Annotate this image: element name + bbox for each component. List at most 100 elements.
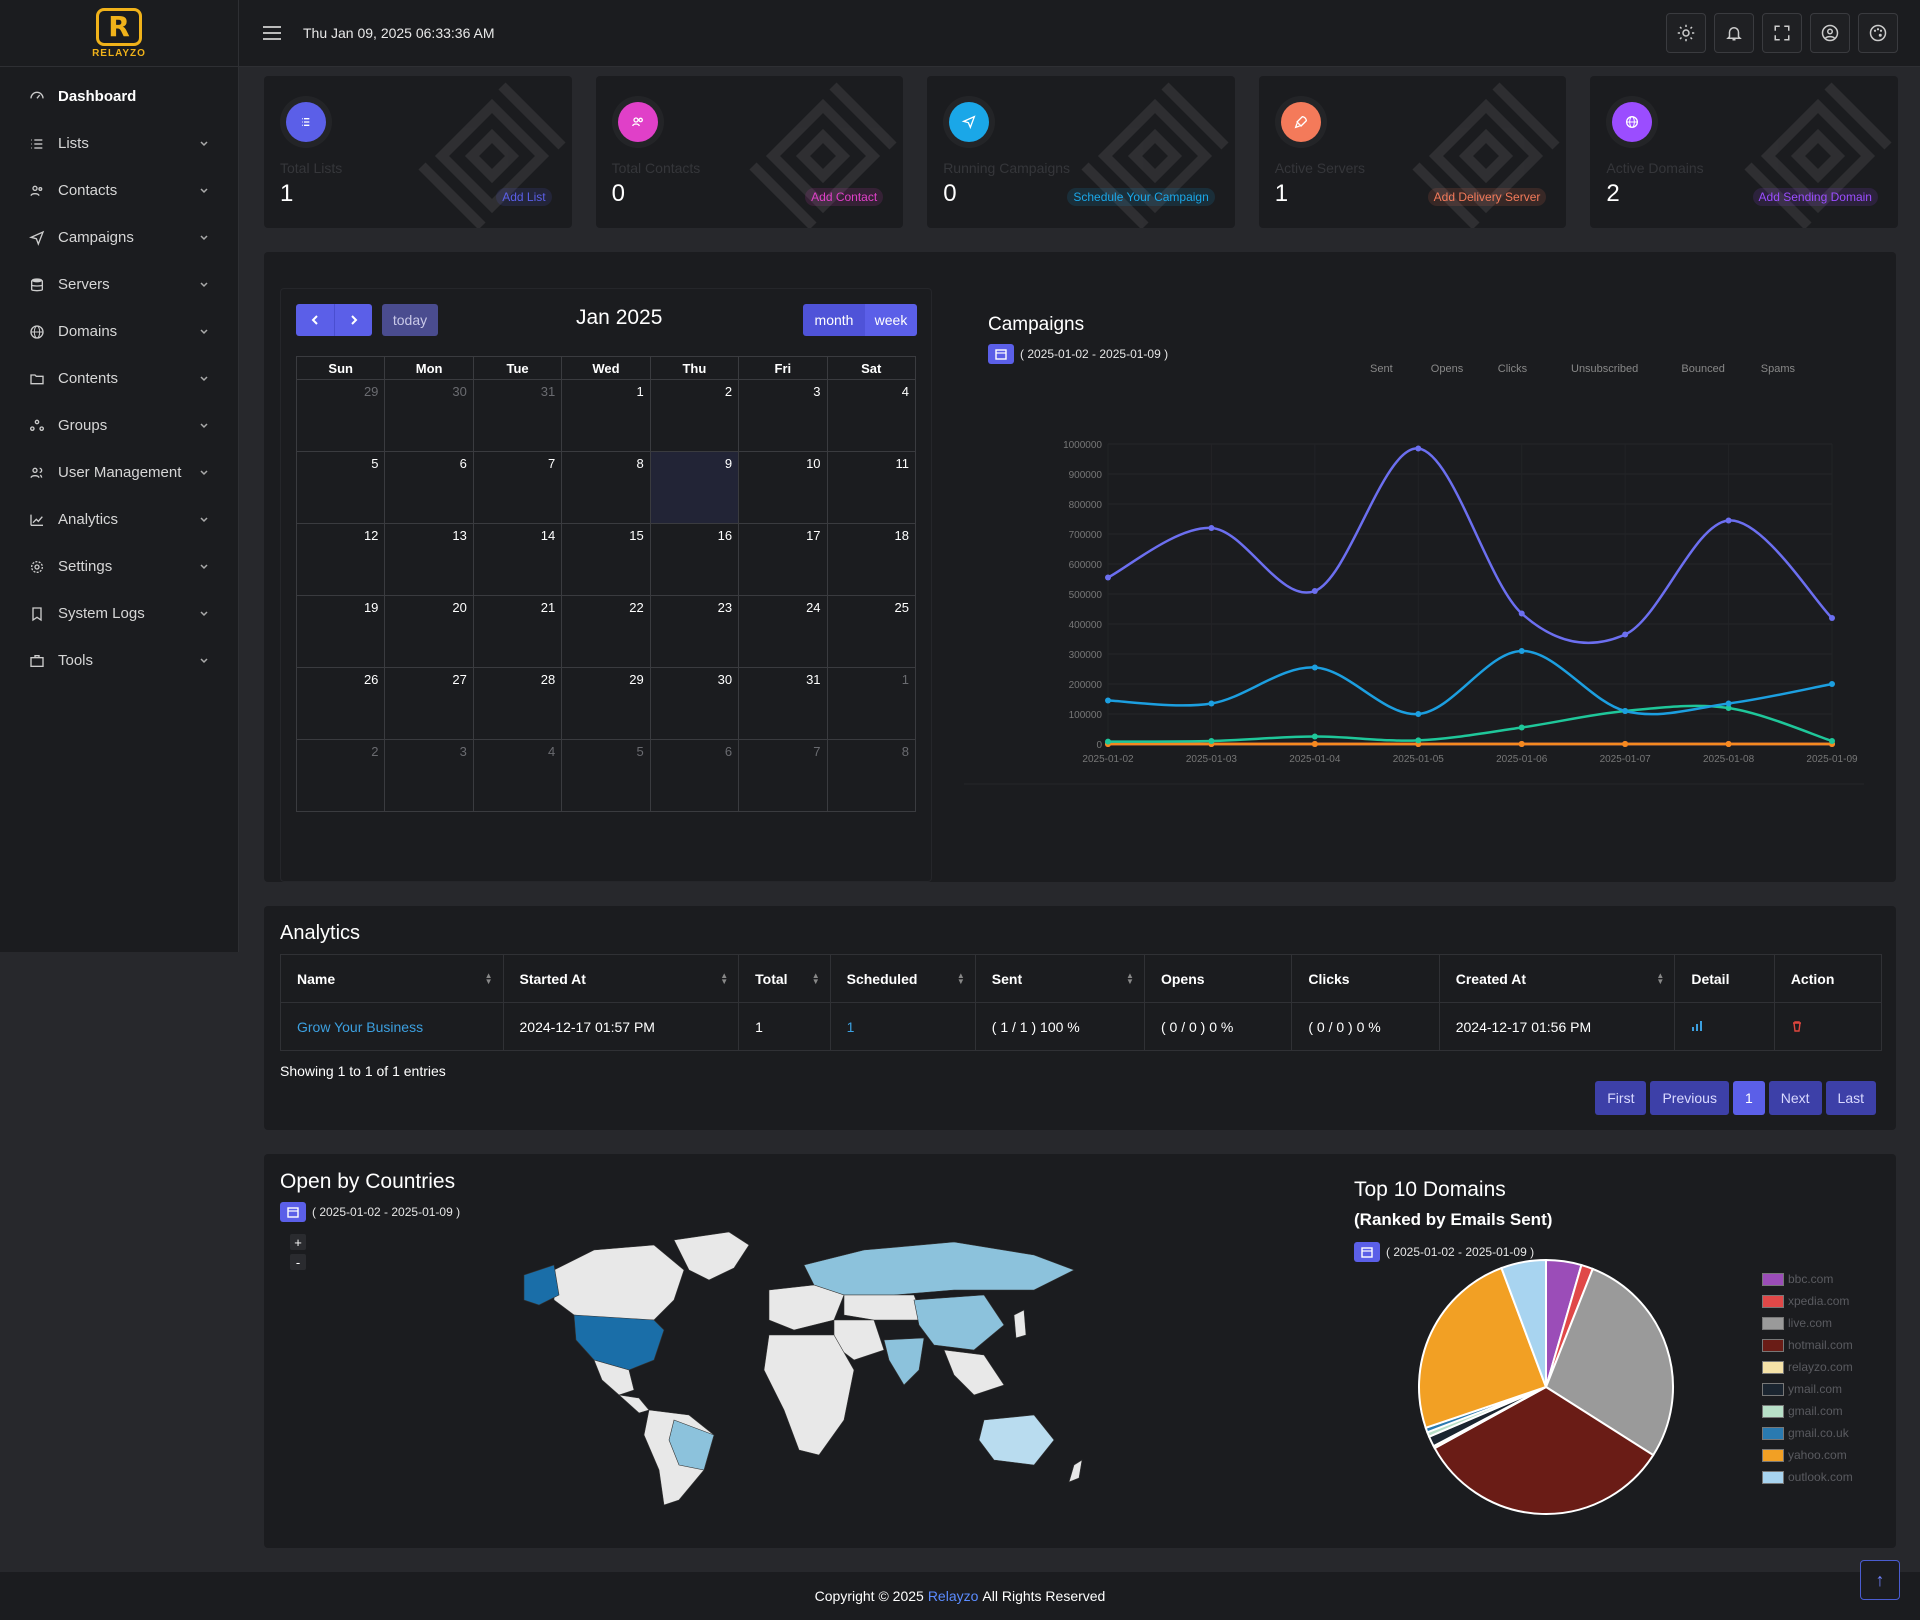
fullscreen-button[interactable] bbox=[1762, 13, 1802, 53]
calendar-day[interactable]: 4 bbox=[472, 739, 563, 812]
calendar-day[interactable]: 3 bbox=[738, 379, 828, 452]
bar-chart-icon[interactable] bbox=[1691, 1019, 1703, 1035]
calendar-day[interactable]: 19 bbox=[295, 595, 386, 668]
last-page-button[interactable]: Last bbox=[1825, 1081, 1876, 1115]
calendar-day[interactable]: 16 bbox=[649, 523, 740, 596]
map-date-range[interactable]: ( 2025-01-02 - 2025-01-09 ) bbox=[280, 1202, 460, 1222]
calendar-prev-button[interactable] bbox=[296, 304, 334, 336]
scheduled-link[interactable]: 1 bbox=[846, 1018, 855, 1035]
previous-page-button[interactable]: Previous bbox=[1650, 1081, 1729, 1115]
calendar-day[interactable]: 7 bbox=[472, 451, 563, 524]
calendar-day[interactable]: 11 bbox=[826, 451, 917, 524]
column-header-created-at[interactable]: Created At ▲ ▼ bbox=[1438, 954, 1676, 1003]
calendar-day[interactable]: 28 bbox=[472, 667, 563, 740]
calendar-day[interactable]: 13 bbox=[384, 523, 474, 596]
page-1-button[interactable]: 1 bbox=[1732, 1081, 1765, 1115]
column-header-name[interactable]: Name ▲ ▼ bbox=[280, 954, 504, 1003]
campaign-name-link[interactable]: Grow Your Business bbox=[297, 1018, 424, 1035]
calendar-day[interactable]: 8 bbox=[561, 451, 651, 524]
stat-action-link[interactable]: Schedule Your Campaign bbox=[1067, 188, 1215, 206]
legend-item[interactable]: yahoo.com bbox=[1762, 1444, 1853, 1466]
theme-palette-button[interactable] bbox=[1858, 13, 1898, 53]
calendar-day[interactable]: 25 bbox=[826, 595, 917, 668]
sidebar-item-groups[interactable]: Groups bbox=[0, 402, 238, 449]
footer-brand-link[interactable]: Relayzo bbox=[927, 1588, 979, 1604]
calendar-day[interactable]: 27 bbox=[384, 667, 474, 740]
pie-slice-live-com[interactable] bbox=[1544, 1267, 1674, 1457]
calendar-day[interactable]: 6 bbox=[649, 739, 740, 812]
calendar-day[interactable]: 29 bbox=[295, 379, 386, 452]
stat-action-link[interactable]: Add Contact bbox=[805, 188, 884, 206]
stat-action-link[interactable]: Add Sending Domain bbox=[1752, 188, 1878, 206]
calendar-week-button[interactable]: week bbox=[865, 304, 917, 336]
theme-toggle-button[interactable] bbox=[1666, 13, 1706, 53]
calendar-month-button[interactable]: month bbox=[803, 304, 865, 336]
calendar-day[interactable]: 2 bbox=[649, 379, 740, 452]
calendar-day[interactable]: 5 bbox=[295, 451, 386, 524]
notifications-button[interactable] bbox=[1714, 13, 1754, 53]
sidebar-item-system-logs[interactable]: System Logs bbox=[0, 590, 238, 637]
calendar-day[interactable]: 6 bbox=[384, 451, 474, 524]
calendar-day[interactable]: 8 bbox=[826, 739, 917, 812]
legend-item[interactable]: hotmail.com bbox=[1762, 1334, 1853, 1356]
calendar-day[interactable]: 22 bbox=[561, 595, 651, 668]
pie-slice-outlook-com[interactable] bbox=[1500, 1258, 1547, 1388]
legend-item[interactable]: gmail.com bbox=[1762, 1400, 1853, 1422]
calendar-day[interactable]: 15 bbox=[561, 523, 651, 596]
menu-toggle-icon[interactable] bbox=[263, 26, 281, 40]
calendar-day[interactable]: 30 bbox=[384, 379, 474, 452]
calendar-day[interactable]: 1 bbox=[561, 379, 651, 452]
calendar-day[interactable]: 31 bbox=[472, 379, 563, 452]
trash-icon[interactable] bbox=[1791, 1019, 1803, 1035]
calendar-day[interactable]: 3 bbox=[384, 739, 474, 812]
legend-item[interactable]: live.com bbox=[1762, 1312, 1853, 1334]
map-zoom-out-button[interactable]: - bbox=[290, 1254, 306, 1270]
calendar-day[interactable]: 14 bbox=[472, 523, 563, 596]
calendar-day-today[interactable]: 9 bbox=[649, 451, 740, 524]
sidebar-item-dashboard[interactable]: Dashboard bbox=[0, 73, 238, 120]
first-page-button[interactable]: First bbox=[1595, 1081, 1647, 1115]
legend-item[interactable]: outlook.com bbox=[1762, 1466, 1853, 1488]
sidebar-item-domains[interactable]: Domains bbox=[0, 308, 238, 355]
calendar-day[interactable]: 17 bbox=[738, 523, 828, 596]
legend-item[interactable]: bbc.com bbox=[1762, 1268, 1853, 1290]
column-header-sent[interactable]: Sent ▲ ▼ bbox=[974, 954, 1145, 1003]
campaigns-date-range[interactable]: ( 2025-01-02 - 2025-01-09 ) bbox=[988, 344, 1168, 364]
scroll-to-top-button[interactable]: ↑ bbox=[1860, 1560, 1900, 1600]
calendar-day[interactable]: 23 bbox=[649, 595, 740, 668]
legend-item[interactable]: xpedia.com bbox=[1762, 1290, 1853, 1312]
pie-slice-yahoo-com[interactable] bbox=[1418, 1266, 1548, 1430]
calendar-day[interactable]: 1 bbox=[826, 667, 917, 740]
world-map[interactable] bbox=[514, 1220, 1114, 1520]
sidebar-item-lists[interactable]: Lists bbox=[0, 120, 238, 167]
legend-item[interactable]: ymail.com bbox=[1762, 1378, 1853, 1400]
column-header-scheduled[interactable]: Scheduled ▲ ▼ bbox=[829, 954, 976, 1003]
calendar-day[interactable]: 21 bbox=[472, 595, 563, 668]
calendar-day[interactable]: 10 bbox=[738, 451, 828, 524]
calendar-day[interactable]: 4 bbox=[826, 379, 917, 452]
sidebar-item-user-management[interactable]: User Management bbox=[0, 449, 238, 496]
brand-logo[interactable]: R RELAYZO bbox=[0, 0, 238, 67]
calendar-day[interactable]: 30 bbox=[649, 667, 740, 740]
sidebar-item-settings[interactable]: Settings bbox=[0, 543, 238, 590]
legend-item[interactable]: relayzo.com bbox=[1762, 1356, 1853, 1378]
sidebar-item-contacts[interactable]: Contacts bbox=[0, 167, 238, 214]
calendar-day[interactable]: 12 bbox=[295, 523, 386, 596]
next-page-button[interactable]: Next bbox=[1768, 1081, 1822, 1115]
calendar-next-button[interactable] bbox=[334, 304, 372, 336]
column-header-started-at[interactable]: Started At ▲ ▼ bbox=[502, 954, 740, 1003]
sidebar-item-servers[interactable]: Servers bbox=[0, 261, 238, 308]
calendar-day[interactable]: 31 bbox=[738, 667, 828, 740]
calendar-today-button[interactable]: today bbox=[382, 304, 438, 336]
calendar-day[interactable]: 29 bbox=[561, 667, 651, 740]
map-zoom-in-button[interactable]: + bbox=[290, 1234, 306, 1250]
stat-action-link[interactable]: Add Delivery Server bbox=[1427, 188, 1547, 206]
sidebar-item-contents[interactable]: Contents bbox=[0, 355, 238, 402]
sidebar-item-analytics[interactable]: Analytics bbox=[0, 496, 238, 543]
domains-date-range[interactable]: ( 2025-01-02 - 2025-01-09 ) bbox=[1354, 1242, 1534, 1262]
sidebar-item-campaigns[interactable]: Campaigns bbox=[0, 214, 238, 261]
stat-action-link[interactable]: Add List bbox=[496, 188, 552, 206]
calendar-day[interactable]: 18 bbox=[826, 523, 917, 596]
sidebar-item-tools[interactable]: Tools bbox=[0, 637, 238, 684]
profile-button[interactable] bbox=[1810, 13, 1850, 53]
